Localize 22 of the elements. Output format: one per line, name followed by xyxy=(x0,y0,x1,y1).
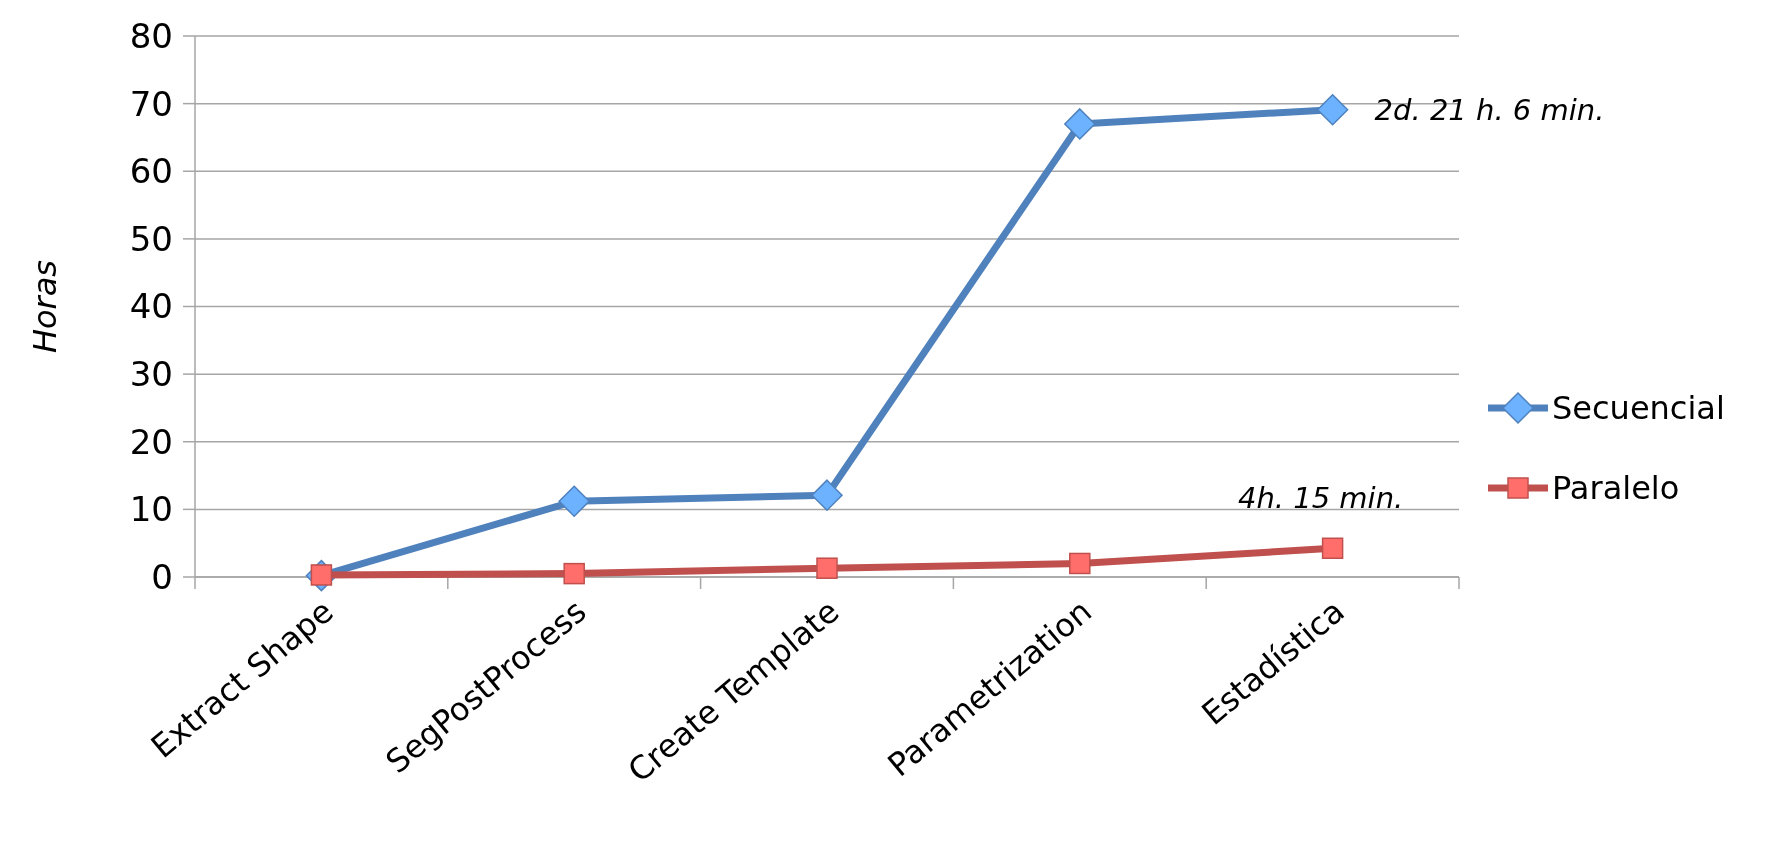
y-tick-label: 40 xyxy=(129,286,173,327)
y-tick-label: 60 xyxy=(129,151,173,192)
point xyxy=(558,485,590,518)
point xyxy=(1321,537,1344,560)
y-tick-label: 30 xyxy=(129,354,173,395)
y-tick-label: 10 xyxy=(129,489,173,530)
y-tick-label: 80 xyxy=(129,15,173,56)
legend-label: Paralelo xyxy=(1552,469,1680,508)
y-tick-label: 50 xyxy=(129,218,173,259)
point xyxy=(563,562,585,585)
y-tick-label: 0 xyxy=(151,556,173,597)
y-axis-title: Horas xyxy=(26,259,64,354)
y-tick-label: 20 xyxy=(129,421,173,462)
point xyxy=(1069,552,1091,575)
legend-label: Secuencial xyxy=(1552,389,1725,428)
y-tick-label: 70 xyxy=(129,83,173,124)
point xyxy=(811,479,843,511)
point xyxy=(1316,93,1349,126)
point xyxy=(816,557,838,579)
annotation: 4h. 15 min. xyxy=(1237,481,1404,516)
annotation: 2d. 21 h. 6 min. xyxy=(1374,92,1605,127)
point xyxy=(1064,108,1096,140)
